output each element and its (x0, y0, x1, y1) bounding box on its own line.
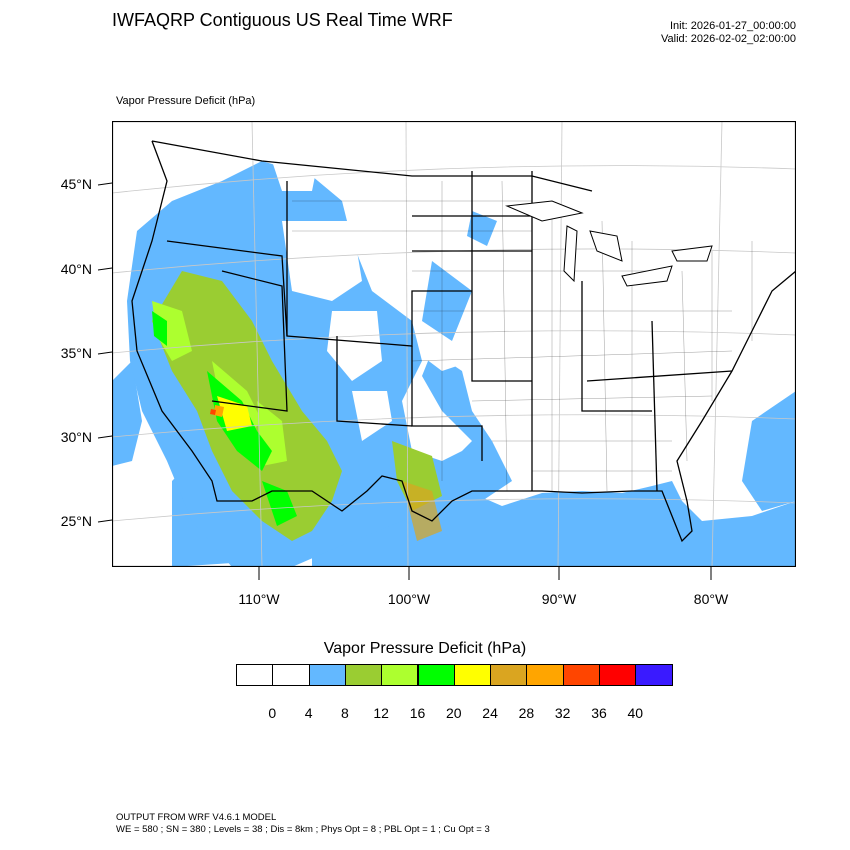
init-time: Init: 2026-01-27_00:00:00 (670, 20, 796, 32)
run-times: Init: 2026-01-27_00:00:00 Valid: 2026-02… (661, 20, 796, 46)
valid-time: Valid: 2026-02-02_02:00:00 (661, 33, 796, 45)
colorbar-cell (490, 664, 528, 686)
colorbar-label: 36 (591, 705, 607, 721)
atlantic-shading (742, 391, 796, 511)
colorbar-label: 40 (627, 705, 644, 721)
colorbar-cell (526, 664, 564, 686)
colorbar-cell (599, 664, 637, 686)
county-boundaries (292, 180, 753, 492)
colorbar (236, 664, 673, 688)
colorbar-label: 24 (482, 705, 498, 721)
page-title: IWFAQRP Contiguous US Real Time WRF (112, 10, 453, 30)
pacific-shading (112, 361, 142, 466)
lat-label-35: 35°N (60, 345, 92, 361)
model-info: OUTPUT FROM WRF V4.6.1 MODEL WE = 580 ; … (116, 812, 490, 836)
lat-label-45: 45°N (60, 176, 92, 192)
colorbar-label: 20 (446, 705, 462, 721)
colorbar-cell (453, 664, 492, 686)
colorbar-cell (562, 664, 600, 686)
colorbar-cell (344, 664, 383, 686)
colorbar-cell (308, 664, 346, 686)
colorbar-cell (417, 664, 455, 686)
map-panel (111, 120, 797, 568)
lon-label-90: 90°W (541, 591, 577, 607)
colorbar-label: 4 (304, 705, 313, 721)
lat-label-30: 30°N (60, 429, 92, 445)
colorbar-label: 32 (554, 705, 571, 721)
colorbar-label: 28 (518, 705, 535, 721)
model-config: WE = 580 ; SN = 380 ; Levels = 38 ; Dis … (116, 824, 490, 835)
lon-label-100: 100°W (387, 591, 431, 607)
lat-label-25: 25°N (60, 513, 92, 529)
colorbar-label: 0 (268, 705, 277, 721)
colorbar-label: 16 (409, 705, 426, 721)
colorbar-cell (381, 664, 419, 686)
great-lakes (505, 200, 713, 287)
lat-label-40: 40°N (60, 261, 92, 277)
model-version: OUTPUT FROM WRF V4.6.1 MODEL (116, 812, 277, 823)
field-subtitle: Vapor Pressure Deficit (hPa) (116, 95, 256, 107)
colorbar-cell (272, 664, 310, 686)
colorbar-cell (236, 664, 274, 686)
colorbar-title: Vapor Pressure Deficit (hPa) (323, 640, 527, 657)
lon-label-80: 80°W (693, 591, 729, 607)
state-boundaries (131, 140, 796, 543)
vpd-map (111, 120, 797, 568)
colorbar-cell (635, 664, 673, 686)
colorbar-label: 12 (373, 705, 389, 721)
lon-label-110: 110°W (238, 591, 280, 607)
colorbar-label: 8 (340, 705, 349, 721)
